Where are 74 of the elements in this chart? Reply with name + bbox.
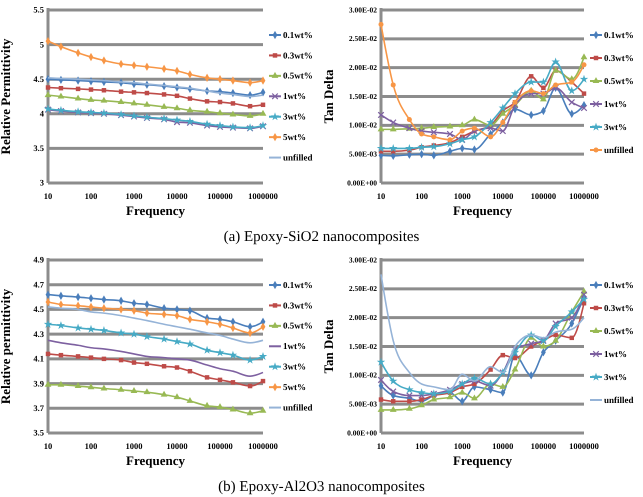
- x-axis-title: Frequency: [126, 453, 186, 468]
- y-tick-label: 4: [40, 108, 45, 119]
- legend-label: 5wt%: [283, 382, 306, 392]
- legend-label: 0.3wt%: [604, 302, 634, 313]
- x-tick-label: 10000: [492, 441, 514, 451]
- legend-label: 1wt%: [283, 91, 306, 102]
- y-tick-label: 5: [40, 39, 44, 50]
- x-tick-label: 10: [376, 191, 386, 201]
- legend-label: 0.1wt%: [604, 30, 634, 40]
- legend-label: 0.3wt%: [283, 300, 313, 310]
- x-tick-label: 100000: [207, 191, 233, 201]
- y-axis-title: Tan Delta: [321, 68, 336, 124]
- y-axis-title: Relative permittivity: [0, 288, 13, 404]
- x-tick-label: 100000: [207, 441, 233, 451]
- legend-label: unfilled: [604, 394, 634, 405]
- x-tick-label: 10000: [166, 191, 188, 201]
- x-tick-label: 1000: [126, 441, 142, 451]
- x-axis-title: Frequency: [453, 453, 512, 468]
- y-tick-label: 3.5: [33, 428, 44, 438]
- x-tick-label: 1000000: [248, 191, 278, 201]
- legend-label: 1wt%: [283, 341, 306, 352]
- y-axis-title: Tan Delta: [321, 318, 336, 374]
- legend-label: 0.3wt%: [604, 52, 634, 63]
- x-tick-label: 1000: [454, 441, 471, 451]
- legend-label: 1wt%: [604, 98, 627, 109]
- x-tick-label: 100: [84, 441, 98, 451]
- text: (b) Epoxy-Al2O3 nanocomposites: [218, 479, 425, 495]
- x-tick-label: 100: [84, 191, 98, 201]
- y-tick-label: 4.7: [33, 279, 45, 290]
- y-tick-label: 4.1: [33, 354, 44, 364]
- legend-label: 0.5wt%: [604, 326, 634, 336]
- legend-label: 3wt%: [283, 112, 306, 122]
- legend-label: 0.5wt%: [283, 70, 313, 81]
- x-tick-label: 1000000: [569, 191, 599, 201]
- x-tick-label: 1000000: [569, 441, 599, 451]
- x-tick-label: 1000000: [248, 441, 278, 451]
- y-tick-label: 5.5: [33, 4, 44, 15]
- x-axis-title: Frequency: [453, 203, 512, 218]
- y-tick-label: 4.5: [33, 304, 44, 314]
- legend-label: 3wt%: [604, 122, 627, 132]
- x-tick-label: 1000: [454, 191, 471, 201]
- x-tick-label: 10000: [492, 191, 514, 201]
- x-tick-label: 10000: [166, 441, 188, 451]
- legend-label: unfilled: [604, 144, 634, 155]
- legend-label: 3wt%: [283, 362, 306, 372]
- y-axis-title: Relative Permittivity: [0, 38, 13, 154]
- y-tick-label: 4.9: [33, 254, 44, 265]
- y-tick-label: 3: [40, 178, 44, 188]
- y-tick-label: 4.5: [33, 74, 44, 84]
- legend-label: 0.1wt%: [283, 280, 313, 290]
- x-tick-label: 10: [44, 441, 52, 451]
- x-tick-label: 1000: [126, 191, 142, 201]
- legend-label: 0.1wt%: [604, 280, 634, 290]
- legend-label: 0.5wt%: [283, 320, 313, 331]
- legend-label: 0.3wt%: [283, 50, 313, 60]
- legend-label: 1wt%: [604, 348, 627, 359]
- y-tick-label: 3.7: [33, 403, 45, 414]
- legend-label: 5wt%: [283, 132, 306, 142]
- x-tick-label: 10: [44, 191, 52, 201]
- y-tick-label: 3.5: [33, 143, 44, 154]
- y-tick-label: 4.3: [33, 328, 44, 339]
- x-tick-label: 100: [415, 441, 428, 451]
- legend-label: 0.5wt%: [604, 76, 634, 86]
- x-tick-label: 100: [415, 191, 428, 201]
- x-tick-label: 10: [376, 441, 386, 451]
- legend-label: unfilled: [283, 402, 313, 412]
- y-tick-label: 3.9: [33, 378, 44, 388]
- text: (a) Epoxy-SiO2 nanocomposites: [224, 229, 420, 245]
- legend-label: 0.1wt%: [283, 30, 313, 40]
- legend-label: 3wt%: [604, 372, 627, 382]
- legend-label: unfilled: [283, 152, 313, 162]
- x-tick-label: 100000: [530, 441, 556, 451]
- x-axis-title: Frequency: [126, 203, 186, 218]
- x-tick-label: 100000: [530, 191, 556, 201]
